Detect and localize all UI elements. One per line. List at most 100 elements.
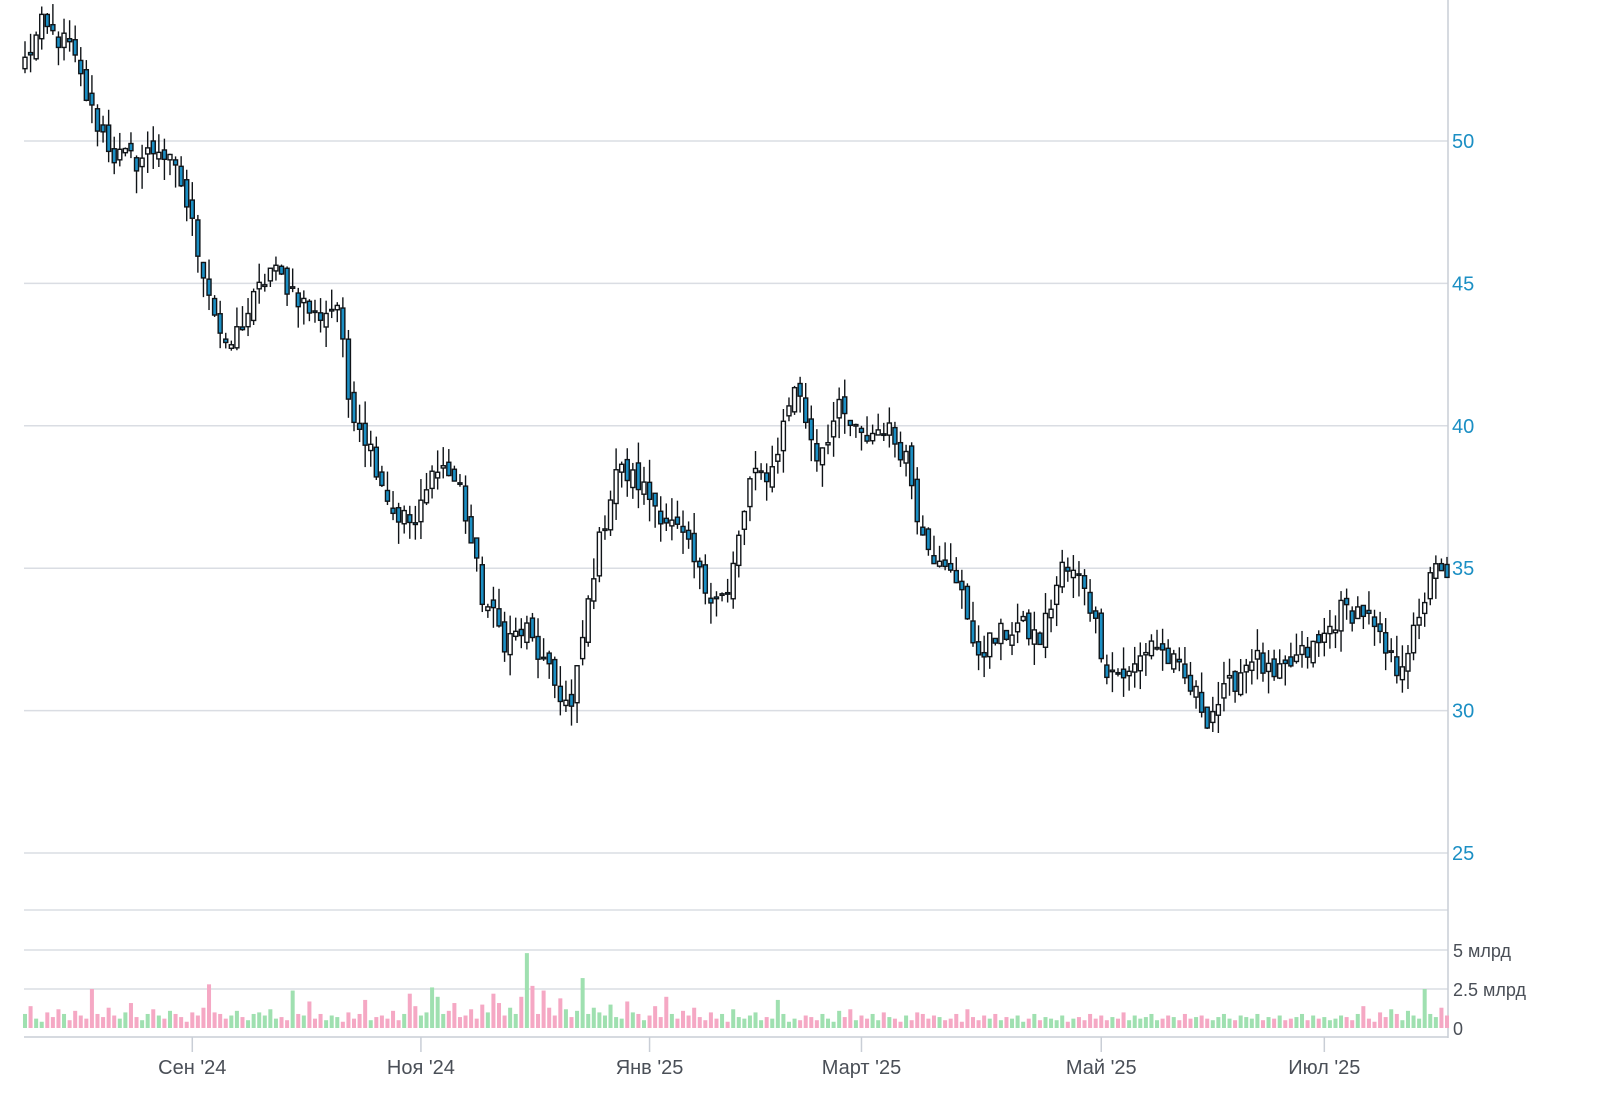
volume-bar-up — [1110, 1017, 1115, 1028]
candle — [630, 462, 636, 499]
candle-body-down — [189, 199, 196, 219]
candle-body-down — [105, 124, 112, 153]
candle-body-down — [858, 427, 865, 434]
candle — [1265, 650, 1272, 694]
volume-bar-up — [602, 1015, 607, 1028]
candle-body-down — [384, 489, 391, 502]
candle-body-up — [869, 432, 876, 442]
candle-body-up — [117, 148, 123, 161]
candle — [161, 138, 168, 180]
candle-body-down — [1288, 656, 1294, 667]
volume-bar-down — [1199, 1015, 1204, 1028]
candle-body-down — [27, 51, 34, 56]
candle — [189, 182, 196, 236]
volume-bar-up — [619, 1018, 624, 1028]
candle-body-down — [925, 528, 932, 551]
candle — [323, 300, 329, 348]
volume-bar-down — [50, 1017, 55, 1028]
candle — [1070, 555, 1077, 599]
candle — [1405, 645, 1411, 689]
candle — [685, 521, 692, 549]
candle-body-down — [1438, 562, 1445, 572]
candle-body-up — [1143, 651, 1149, 656]
candle — [708, 582, 714, 624]
candle — [267, 267, 274, 288]
volume-bar-up — [720, 1013, 725, 1028]
candle — [1304, 636, 1311, 669]
candle — [842, 379, 848, 434]
candle-body-down — [78, 59, 84, 75]
candle — [446, 449, 452, 477]
volume-bar-up — [430, 987, 435, 1028]
candle-body-up — [1265, 662, 1272, 673]
volume-bar-down — [1394, 1013, 1399, 1028]
candle-body-up — [752, 467, 759, 474]
candle — [607, 490, 614, 536]
volume-bar-up — [39, 1021, 44, 1028]
volume-bar-down — [396, 1020, 401, 1028]
volume-bar-up — [831, 1021, 836, 1028]
candle — [1092, 606, 1099, 634]
candle-body-down — [239, 326, 246, 331]
volume-bar-up — [1060, 1015, 1065, 1028]
candle-body-down — [362, 422, 368, 446]
candle-body-down — [1115, 671, 1121, 675]
volume-bar-up — [1132, 1015, 1137, 1028]
candle — [1059, 549, 1065, 594]
candle-body-down — [1366, 609, 1372, 615]
candle — [423, 472, 430, 506]
volume-bar-down — [1121, 1012, 1126, 1028]
candle-body-up — [1410, 624, 1417, 654]
volume-bar-down — [491, 993, 496, 1028]
candle — [1288, 642, 1294, 668]
candle-body-up — [1059, 561, 1065, 588]
candle — [100, 115, 106, 143]
volume-bar-up — [1043, 1017, 1048, 1028]
candle-body-up — [61, 32, 67, 49]
volume-bar-up — [887, 1017, 892, 1028]
candle — [379, 465, 385, 487]
volume-bar-up — [1210, 1020, 1215, 1028]
volume-bar-up — [870, 1013, 875, 1028]
candle — [295, 287, 301, 328]
candle — [496, 588, 502, 628]
candle — [144, 131, 151, 173]
candle — [94, 104, 101, 147]
volume-bar-down — [179, 1017, 184, 1028]
candle — [1115, 668, 1121, 677]
candle — [1410, 612, 1417, 661]
candle — [328, 289, 335, 319]
candle — [680, 510, 686, 554]
candle-body-up — [1148, 640, 1155, 657]
candle-body-down — [663, 517, 670, 524]
candle — [340, 297, 346, 358]
candle — [702, 554, 709, 605]
candle-body-down — [959, 580, 965, 591]
volume-bar-up — [1300, 1013, 1305, 1028]
volume-bar-down — [296, 1013, 301, 1028]
candle-body-down — [278, 265, 285, 275]
candle — [1003, 629, 1010, 641]
candle-body-up — [830, 420, 837, 438]
candle-body-down — [1260, 652, 1266, 674]
candle — [908, 442, 915, 500]
candle — [791, 385, 798, 415]
volume-bar-down — [859, 1015, 864, 1028]
volume-bar-up — [580, 978, 585, 1028]
candle-body-down — [317, 312, 324, 322]
candle-body-down — [200, 261, 207, 279]
volume-bar-down — [106, 1007, 111, 1028]
volume-bar-up — [1221, 1013, 1226, 1028]
candle-body-up — [730, 562, 736, 600]
candle — [797, 376, 803, 413]
candle-body-up — [775, 453, 781, 462]
candle-body-up — [1332, 629, 1339, 634]
volume-bar-down — [848, 1009, 853, 1028]
candle — [256, 263, 262, 304]
candle-body-up — [1243, 664, 1249, 673]
volume-bar-up — [1433, 1017, 1438, 1028]
volume-bar-up — [1422, 989, 1427, 1028]
volume-bar-down — [675, 1018, 680, 1028]
candle — [1316, 630, 1322, 657]
candle — [1237, 658, 1244, 697]
